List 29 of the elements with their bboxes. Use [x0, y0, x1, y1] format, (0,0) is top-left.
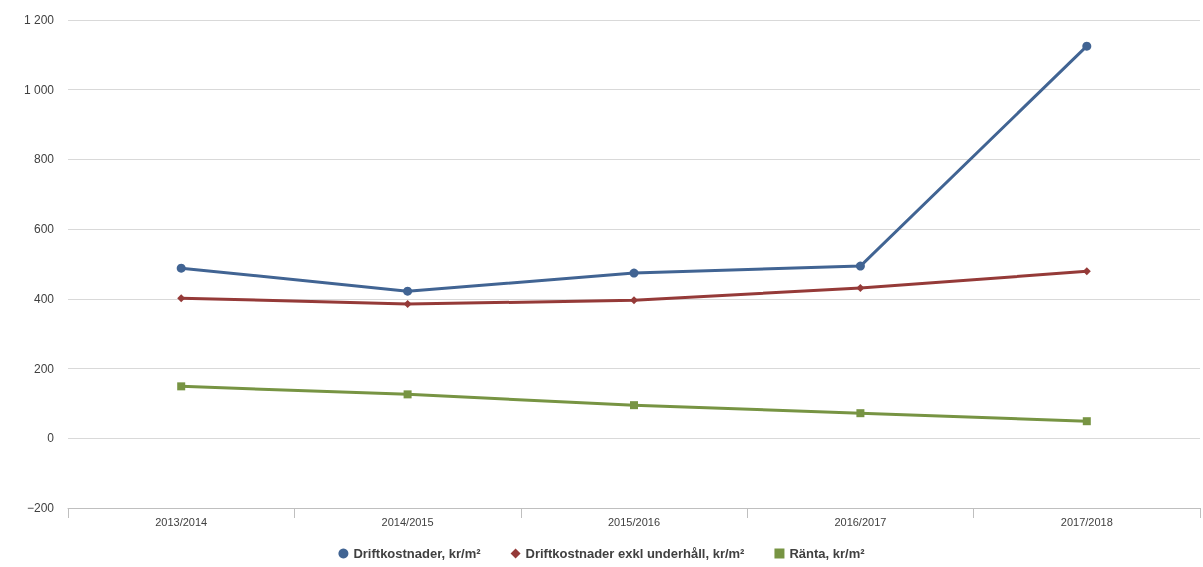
point [177, 382, 186, 391]
y-tick-label: 1 000 [23, 82, 55, 97]
point [856, 409, 865, 418]
point [1082, 417, 1091, 426]
y-tick-label: 800 [33, 152, 55, 167]
x-tick-label: 2014/2015 [381, 515, 434, 528]
x-tick-label: 2015/2016 [608, 515, 660, 528]
point [630, 401, 638, 410]
point [403, 286, 413, 296]
x-tick-label: 2017/2018 [1060, 515, 1113, 528]
point [1082, 41, 1092, 51]
x-tick-label: 2016/2017 [834, 515, 887, 528]
point [855, 261, 865, 271]
point [403, 300, 412, 309]
legend-label: Driftkostnader exkl underhåll, kr/m² [525, 546, 746, 561]
point [176, 263, 186, 273]
y-tick-label: 200 [33, 361, 55, 376]
point [630, 296, 638, 305]
point [629, 268, 639, 278]
x-tick-label: 2013/2014 [155, 515, 208, 528]
legend-label: Ränta, kr/m² [789, 546, 866, 561]
y-tick-label: −200 [26, 501, 55, 515]
y-tick-label: 0 [47, 431, 55, 446]
y-tick-label: 600 [33, 222, 55, 237]
y-tick-label: 400 [33, 291, 55, 306]
point [403, 390, 412, 399]
legend-label: Driftkostnader, kr/m² [353, 546, 482, 561]
y-tick-label: 1 200 [23, 13, 55, 27]
point [856, 284, 865, 293]
